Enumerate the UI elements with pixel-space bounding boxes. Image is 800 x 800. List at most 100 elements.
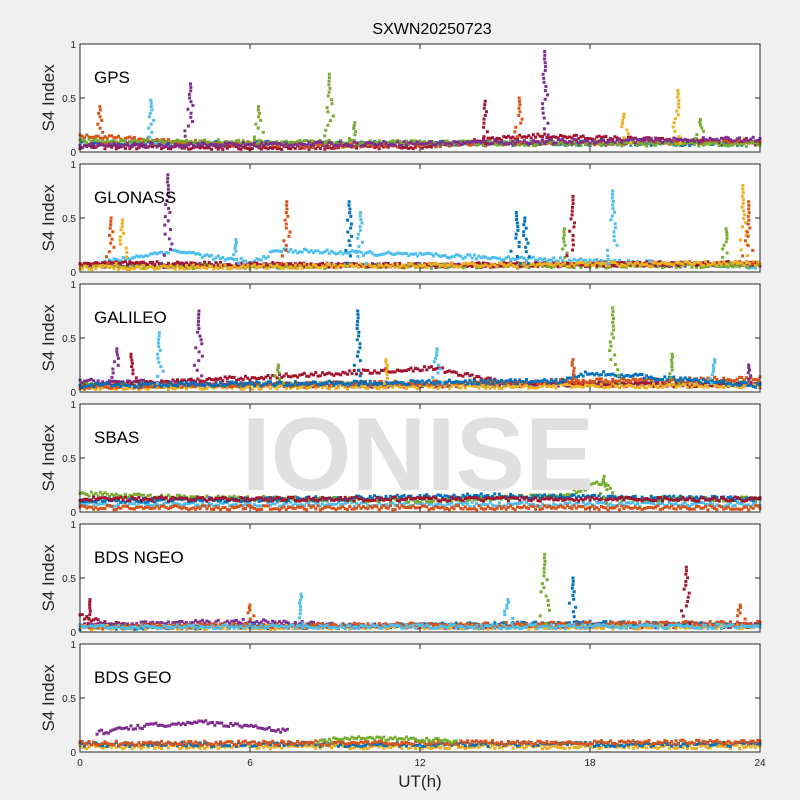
- point-purple: [155, 145, 159, 149]
- point-red: [230, 375, 234, 379]
- point-green: [459, 139, 463, 143]
- point-green: [225, 140, 229, 144]
- point-cyan: [153, 251, 157, 255]
- point-yellow: [726, 384, 730, 388]
- point-red: [316, 374, 320, 378]
- point-orange: [393, 379, 397, 383]
- point-yellow: [724, 262, 728, 266]
- spike-point-orange: [747, 207, 751, 211]
- point-yellow: [141, 386, 145, 390]
- point-red: [144, 145, 148, 149]
- point-red: [239, 147, 243, 151]
- point-yellow: [665, 383, 669, 387]
- point-yellow: [359, 384, 363, 388]
- point-cyan: [266, 255, 270, 259]
- point-purple: [477, 139, 481, 143]
- point-yellow: [89, 268, 93, 272]
- point-purple: [296, 144, 300, 148]
- point-cyan: [389, 251, 393, 255]
- point-orange: [370, 144, 374, 148]
- point-purple: [595, 140, 599, 144]
- point-cyan: [277, 249, 281, 253]
- point-purple: [87, 265, 91, 269]
- point-green: [661, 266, 665, 270]
- point-blue: [191, 380, 195, 384]
- point-red: [171, 262, 175, 266]
- point-red: [196, 377, 200, 381]
- point-red: [287, 146, 291, 150]
- point-cyan: [751, 265, 755, 269]
- point-yellow: [250, 387, 254, 391]
- point-purple: [87, 378, 91, 382]
- point-yellow: [636, 385, 640, 389]
- point-yellow: [477, 386, 481, 390]
- point-orange: [513, 143, 517, 147]
- point-purple: [450, 142, 454, 146]
- point-purple: [599, 138, 603, 142]
- point-cyan: [472, 253, 476, 257]
- point-red: [277, 372, 281, 376]
- point-cyan: [325, 248, 329, 252]
- point-orange: [151, 385, 155, 389]
- point-yellow: [137, 388, 141, 392]
- point-green: [157, 138, 161, 142]
- point-orange: [617, 379, 621, 383]
- point-orange: [128, 135, 132, 139]
- spike-point-yellow: [677, 98, 681, 102]
- point-purple: [377, 142, 381, 146]
- point-orange: [617, 139, 621, 143]
- point-orange: [565, 379, 569, 383]
- point-yellow: [112, 267, 116, 271]
- spike-point-yellow: [741, 191, 745, 195]
- point-orange: [484, 381, 488, 385]
- point-cyan: [379, 253, 383, 257]
- point-green: [536, 143, 540, 147]
- point-red: [554, 135, 558, 139]
- point-cyan: [606, 258, 610, 262]
- point-orange: [191, 384, 195, 388]
- point-yellow: [744, 260, 748, 264]
- point-orange: [588, 379, 592, 383]
- point-yellow: [178, 267, 182, 271]
- point-orange: [325, 142, 329, 146]
- spike-point-purple: [170, 242, 174, 246]
- point-red: [205, 378, 209, 382]
- point-purple: [545, 139, 549, 143]
- point-red: [191, 261, 195, 265]
- point-yellow: [429, 384, 433, 388]
- spike-point-yellow: [621, 118, 625, 122]
- point-purple: [681, 138, 685, 142]
- spike-point-orange: [748, 226, 752, 230]
- point-purple: [375, 143, 379, 147]
- spike-point-blue: [516, 225, 520, 229]
- point-blue: [128, 384, 132, 388]
- point-yellow: [223, 263, 227, 267]
- point-red: [481, 261, 485, 265]
- point-yellow: [114, 264, 118, 268]
- point-red: [366, 368, 370, 372]
- point-yellow: [391, 385, 395, 389]
- point-green: [608, 143, 612, 147]
- point-red: [699, 138, 703, 142]
- point-yellow: [255, 265, 259, 269]
- point-purple: [753, 139, 757, 143]
- point-red: [234, 145, 238, 149]
- spike-point-purple: [541, 102, 545, 106]
- point-cyan: [373, 253, 377, 257]
- point-green: [597, 264, 601, 268]
- spike-point-cyan: [610, 196, 614, 200]
- point-orange: [325, 380, 329, 384]
- point-cyan: [509, 258, 513, 262]
- point-yellow: [241, 387, 245, 391]
- spike-point-purple: [189, 85, 193, 89]
- point-yellow: [522, 262, 526, 266]
- point-red: [250, 147, 254, 151]
- point-cyan: [107, 258, 111, 262]
- point-yellow: [157, 266, 161, 270]
- point-cyan: [330, 249, 334, 253]
- spike-point-purple: [543, 61, 547, 65]
- point-purple: [137, 379, 141, 383]
- point-red: [280, 375, 284, 379]
- point-red: [309, 145, 313, 149]
- point-green: [375, 263, 379, 267]
